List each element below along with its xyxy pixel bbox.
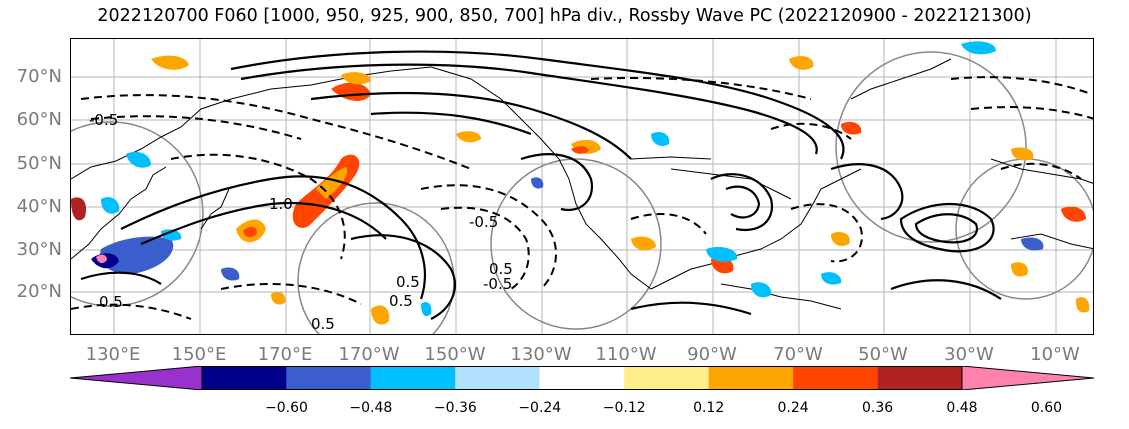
- lon-label-110w: 110°W: [595, 344, 657, 365]
- colorbar-tick-label: 0.12: [693, 400, 725, 416]
- colorbar-tick-label: −0.36: [433, 400, 477, 416]
- lat-label-70n: 70°N: [16, 66, 62, 87]
- lat-label-40n: 40°N: [16, 196, 62, 217]
- colorbar-segment: [793, 366, 878, 390]
- colorbar-segment: [286, 366, 371, 390]
- colorbar-tick-label: −0.24: [518, 400, 562, 416]
- colorbar-extend-high: [961, 366, 1094, 390]
- colorbar-tick-label: −0.48: [349, 400, 393, 416]
- lon-label-10w: 10°W: [1030, 344, 1080, 365]
- colorbar-segment: [455, 366, 540, 390]
- colorbar-tick-label: −0.12: [602, 400, 646, 416]
- contour-label: 0.5: [99, 293, 123, 311]
- gridlines: [71, 39, 1093, 334]
- coastlines: [71, 58, 1093, 310]
- lon-label-130w: 130°W: [510, 344, 572, 365]
- map-canvas: 0.5 -0.5 1.0 0.5 -0.5 0.5 -0.5 0.5 0.5: [71, 39, 1093, 334]
- colorbar-tick-label: 0.24: [777, 400, 809, 416]
- contour-label: -0.5: [89, 111, 118, 129]
- colorbar-tick-label: 0.36: [861, 400, 894, 416]
- colorbar-segment: [708, 366, 794, 390]
- colorbar-segment: [624, 366, 709, 390]
- contour-label: 0.5: [489, 260, 513, 278]
- colorbar-segment: [370, 366, 456, 390]
- lon-label-170w: 170°W: [338, 344, 400, 365]
- lon-label-70w: 70°W: [773, 344, 823, 365]
- lon-label-150e: 150°E: [171, 344, 227, 365]
- colorbar-outline: [201, 366, 963, 390]
- contours-solid: [80, 50, 1002, 320]
- contour-label: -0.5: [469, 213, 498, 231]
- rossby-wave-circles: [71, 51, 1093, 334]
- lon-label-130e: 130°E: [85, 344, 141, 365]
- contour-label: 0.5: [389, 292, 413, 310]
- colorbar-segment: [539, 366, 625, 390]
- colorbar-segment: [202, 366, 287, 390]
- lon-label-170e: 170°E: [257, 344, 313, 365]
- lat-label-30n: 30°N: [16, 239, 62, 260]
- map-title: 2022120700 F060 [1000, 950, 925, 900, 85…: [97, 6, 1032, 26]
- lat-label-50n: 50°N: [16, 153, 62, 174]
- contour-label: -0.5: [483, 275, 512, 293]
- contour-labels: 0.5 -0.5 1.0 0.5 -0.5 0.5 -0.5 0.5 0.5: [89, 111, 513, 333]
- lon-label-30w: 30°W: [944, 344, 994, 365]
- shading-negative: [91, 41, 1044, 317]
- contour-label: 0.5: [396, 273, 420, 291]
- contour-label: 1.0: [269, 195, 293, 213]
- contour-label: 0.5: [311, 315, 335, 333]
- lon-label-50w: 50°W: [858, 344, 908, 365]
- lat-label-60n: 60°N: [16, 109, 62, 130]
- colorbar-extend-low: [70, 366, 203, 390]
- contours-dashed: [71, 76, 1093, 320]
- lon-label-150w: 150°W: [424, 344, 486, 365]
- lon-label-90w: 90°W: [687, 344, 737, 365]
- colorbar-tick-label: 0.48: [946, 400, 978, 416]
- colorbar: [70, 366, 1094, 390]
- colorbar-segment: [877, 366, 962, 390]
- colorbar-tick-label: 0.60: [1030, 400, 1063, 416]
- map-panel: 0.5 -0.5 1.0 0.5 -0.5 0.5 -0.5 0.5 0.5: [70, 38, 1094, 335]
- lat-label-20n: 20°N: [16, 281, 62, 302]
- colorbar-tick-label: −0.60: [264, 400, 308, 416]
